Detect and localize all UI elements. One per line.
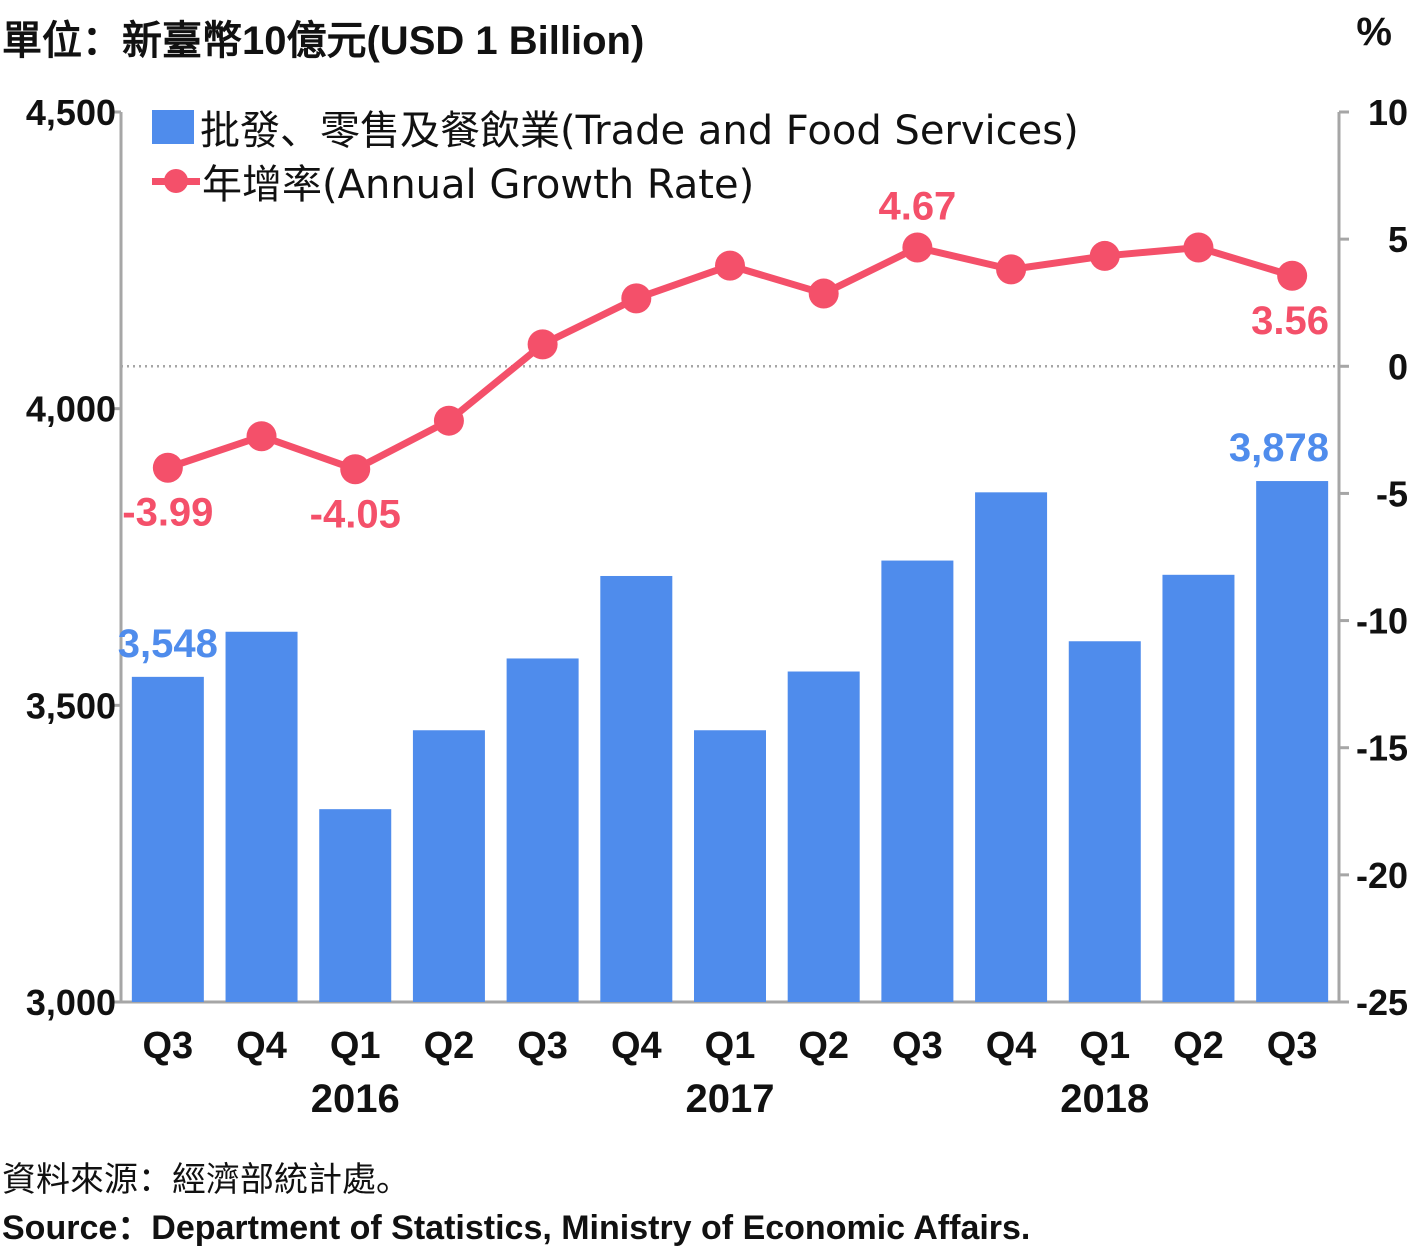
left-tick-label: 3,500 (26, 685, 116, 726)
category-label: Q1 (330, 1025, 381, 1067)
growth-data-label: -4.05 (310, 492, 401, 536)
category-label: Q3 (142, 1025, 193, 1067)
category-label: Q2 (424, 1025, 475, 1067)
right-tick-label: -20 (1356, 855, 1408, 896)
bar (319, 809, 392, 1002)
legend: 批發、零售及餐飲業(Trade and Food Services) 年增率(A… (152, 100, 1079, 208)
bar (506, 658, 579, 1002)
right-tick-label: -25 (1356, 982, 1408, 1023)
growth-point (621, 283, 652, 314)
growth-data-label: -3.99 (122, 491, 213, 535)
category-label: Q2 (798, 1025, 849, 1067)
growth-point (808, 278, 839, 309)
legend-line-label: 年增率(Annual Growth Rate) (202, 162, 755, 208)
category-label: Q3 (517, 1025, 568, 1067)
year-label: 2018 (1060, 1077, 1149, 1121)
right-tick-label: -15 (1356, 728, 1408, 769)
data-labels: 3,548 3,878 -3.99 -4.05 4.67 3.56 (118, 185, 1329, 666)
right-tick-label: 5 (1388, 219, 1408, 260)
left-tick-label: 4,500 (26, 92, 116, 133)
bar (881, 560, 954, 1002)
legend-bar-label: 批發、零售及餐飲業(Trade and Food Services) (200, 108, 1079, 154)
category-label: Q3 (1267, 1025, 1318, 1067)
growth-point (996, 254, 1027, 285)
right-tick-label: 10 (1368, 92, 1408, 133)
bar (131, 676, 204, 1002)
bar (225, 631, 298, 1002)
bar (787, 671, 860, 1002)
category-label: Q4 (236, 1025, 287, 1067)
growth-point (340, 454, 371, 485)
growth-data-label: 4.67 (878, 185, 956, 229)
growth-point (1183, 232, 1214, 263)
category-label: Q4 (986, 1025, 1037, 1067)
bar (1068, 641, 1141, 1002)
bar-data-label: 3,548 (118, 622, 218, 666)
tick-labels: 3,000 3,500 4,000 4,500 -25 -20 -15 -10 -5 0 5 10 Q3… (26, 92, 1408, 1121)
right-axis-unit: % (1356, 10, 1392, 54)
left-axis-unit: 單位：新臺幣10億元(USD 1 Billion) (2, 19, 645, 63)
growth-line (152, 232, 1308, 485)
legend-bar-swatch (152, 110, 194, 144)
bar-data-label: 3,878 (1229, 426, 1329, 470)
growth-point (1277, 260, 1308, 291)
year-label: 2017 (686, 1077, 775, 1121)
bar (1256, 481, 1329, 1002)
category-label: Q4 (611, 1025, 662, 1067)
legend-item-line: 年增率(Annual Growth Rate) (152, 154, 1079, 208)
source-chinese: 資料來源：經濟部統計處。 (2, 1160, 410, 1200)
growth-point (902, 232, 933, 263)
category-label: Q2 (1173, 1025, 1224, 1067)
legend-item-bar: 批發、零售及餐飲業(Trade and Food Services) (152, 100, 1079, 154)
bar (975, 492, 1048, 1002)
growth-point (527, 329, 558, 360)
bar (412, 730, 485, 1002)
growth-data-label: 3.56 (1251, 299, 1329, 343)
legend-line-swatch (152, 164, 200, 198)
left-tick-label: 4,000 (26, 389, 116, 430)
growth-point (715, 250, 745, 281)
category-label: Q3 (892, 1025, 943, 1067)
right-tick-label: 0 (1388, 346, 1408, 387)
growth-line-path (166, 244, 1294, 473)
growth-point (152, 452, 183, 483)
year-label: 2016 (311, 1077, 400, 1121)
bar (1162, 574, 1235, 1002)
bars (131, 481, 1329, 1002)
bar (694, 730, 766, 1002)
growth-point (246, 421, 277, 452)
left-tick-label: 3,000 (26, 982, 116, 1023)
right-tick-label: -5 (1376, 473, 1408, 514)
source-english: Source：Department of Statistics, Ministr… (2, 1209, 1031, 1247)
category-label: Q1 (1079, 1025, 1130, 1067)
growth-point (1089, 240, 1120, 271)
category-label: Q1 (705, 1025, 756, 1067)
bar (600, 575, 673, 1002)
growth-point (433, 405, 464, 436)
right-tick-label: -10 (1356, 601, 1408, 642)
